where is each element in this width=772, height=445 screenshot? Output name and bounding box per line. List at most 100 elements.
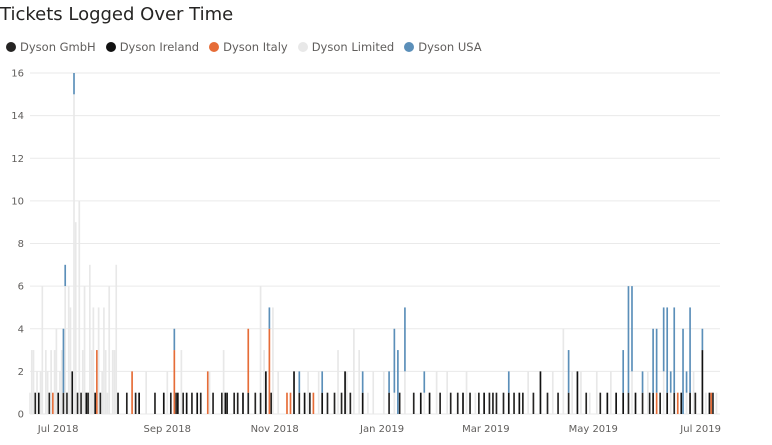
bar-dyson-limited[interactable] xyxy=(81,350,84,414)
bar-dyson-gmbh[interactable] xyxy=(492,392,494,414)
bar-dyson-limited[interactable] xyxy=(60,350,63,414)
bar-dyson-usa[interactable] xyxy=(397,350,399,414)
bar-dyson-usa[interactable] xyxy=(689,307,691,393)
bar-dyson-ireland[interactable] xyxy=(576,371,579,415)
bar-dyson-limited[interactable] xyxy=(103,307,105,414)
bar-dyson-limited[interactable] xyxy=(307,371,309,415)
bar-dyson-limited[interactable] xyxy=(669,392,672,414)
bar-dyson-gmbh[interactable] xyxy=(439,392,441,414)
bar-dyson-limited[interactable] xyxy=(263,350,265,414)
bar-dyson-limited[interactable] xyxy=(166,371,169,415)
bar-dyson-italy[interactable] xyxy=(655,392,658,414)
bar-dyson-usa[interactable] xyxy=(662,307,665,372)
bar-dyson-limited[interactable] xyxy=(277,371,280,415)
bar-dyson-italy[interactable] xyxy=(206,371,209,415)
bar-dyson-limited[interactable] xyxy=(272,307,274,414)
bar-dyson-limited[interactable] xyxy=(685,392,688,414)
legend-item-dyson-ireland[interactable]: Dyson Ireland xyxy=(105,40,199,54)
bar-dyson-italy[interactable] xyxy=(676,392,679,414)
bar-dyson-ireland[interactable] xyxy=(293,371,295,415)
bar-dyson-limited[interactable] xyxy=(705,392,707,414)
bar-dyson-limited[interactable] xyxy=(692,371,695,415)
bar-dyson-limited[interactable] xyxy=(106,392,109,414)
bar-dyson-usa[interactable] xyxy=(404,307,406,372)
bar-dyson-ireland[interactable] xyxy=(303,392,306,414)
bar-dyson-gmbh[interactable] xyxy=(199,392,202,414)
bar-dyson-limited[interactable] xyxy=(50,350,52,414)
bar-dyson-gmbh[interactable] xyxy=(585,392,588,414)
bar-dyson-usa[interactable] xyxy=(321,371,324,393)
bar-dyson-usa[interactable] xyxy=(507,371,510,393)
bar-dyson-usa[interactable] xyxy=(627,286,630,393)
bar-dyson-limited[interactable] xyxy=(208,371,211,415)
bar-dyson-usa[interactable] xyxy=(682,328,684,414)
bar-dyson-ireland[interactable] xyxy=(57,392,59,414)
bar-dyson-gmbh[interactable] xyxy=(87,392,89,414)
bar-dyson-ireland[interactable] xyxy=(321,392,324,414)
bar-dyson-gmbh[interactable] xyxy=(125,392,128,414)
bar-dyson-gmbh[interactable] xyxy=(154,392,156,414)
bar-dyson-ireland[interactable] xyxy=(162,392,165,414)
bar-dyson-limited[interactable] xyxy=(337,350,339,414)
bar-dyson-gmbh[interactable] xyxy=(62,392,65,414)
bar-dyson-gmbh[interactable] xyxy=(694,392,697,414)
bar-dyson-limited[interactable] xyxy=(372,371,375,415)
bar-dyson-ireland[interactable] xyxy=(242,392,244,414)
bar-dyson-limited[interactable] xyxy=(435,371,438,415)
bar-dyson-usa[interactable] xyxy=(298,371,301,393)
bar-dyson-usa[interactable] xyxy=(685,371,688,393)
bar-dyson-gmbh[interactable] xyxy=(175,392,177,414)
bar-dyson-usa[interactable] xyxy=(652,328,654,393)
bar-dyson-ireland[interactable] xyxy=(138,392,140,414)
bar-dyson-usa[interactable] xyxy=(173,328,176,351)
bar-dyson-ireland[interactable] xyxy=(701,350,704,414)
bar-dyson-limited[interactable] xyxy=(446,371,448,415)
bar-dyson-gmbh[interactable] xyxy=(254,392,257,414)
bar-dyson-limited[interactable] xyxy=(393,392,396,414)
bar-dyson-ireland[interactable] xyxy=(419,392,422,414)
bar-dyson-limited[interactable] xyxy=(662,371,665,415)
bar-dyson-usa[interactable] xyxy=(361,371,364,393)
bar-dyson-ireland[interactable] xyxy=(361,392,364,414)
bar-dyson-italy[interactable] xyxy=(52,392,54,414)
bar-dyson-ireland[interactable] xyxy=(606,392,609,414)
bar-dyson-ireland[interactable] xyxy=(615,392,617,414)
bar-dyson-ireland[interactable] xyxy=(344,371,346,415)
bar-dyson-ireland[interactable] xyxy=(428,392,431,414)
bar-dyson-limited[interactable] xyxy=(41,286,44,415)
bar-dyson-gmbh[interactable] xyxy=(469,392,471,414)
bar-dyson-italy[interactable] xyxy=(131,371,133,415)
bar-dyson-limited[interactable] xyxy=(610,371,612,415)
bar-dyson-usa[interactable] xyxy=(669,371,672,393)
bar-dyson-limited[interactable] xyxy=(108,286,111,415)
bar-dyson-gmbh[interactable] xyxy=(398,392,401,414)
bar-dyson-gmbh[interactable] xyxy=(449,392,452,414)
bar-dyson-limited[interactable] xyxy=(59,371,61,415)
bar-dyson-gmbh[interactable] xyxy=(236,392,239,414)
bar-dyson-ireland[interactable] xyxy=(518,392,521,414)
bar-dyson-limited[interactable] xyxy=(32,350,35,414)
bar-dyson-limited[interactable] xyxy=(55,328,58,414)
bar-dyson-italy[interactable] xyxy=(173,350,176,414)
bar-dyson-limited[interactable] xyxy=(115,264,118,414)
bar-dyson-limited[interactable] xyxy=(45,350,47,414)
bar-dyson-gmbh[interactable] xyxy=(546,392,549,414)
bar-dyson-limited[interactable] xyxy=(101,371,103,415)
bar-dyson-limited[interactable] xyxy=(647,371,649,415)
bar-dyson-gmbh[interactable] xyxy=(221,392,223,414)
bar-dyson-ireland[interactable] xyxy=(85,392,88,414)
bar-dyson-limited[interactable] xyxy=(317,371,320,415)
bar-dyson-gmbh[interactable] xyxy=(648,392,651,414)
bar-dyson-limited[interactable] xyxy=(527,371,529,415)
bar-dyson-ireland[interactable] xyxy=(689,392,691,414)
bar-dyson-limited[interactable] xyxy=(89,264,91,414)
bar-dyson-limited[interactable] xyxy=(358,350,360,414)
bar-dyson-usa[interactable] xyxy=(673,307,676,393)
bar-dyson-limited[interactable] xyxy=(90,350,93,414)
bar-dyson-usa[interactable] xyxy=(655,328,658,393)
bar-dyson-limited[interactable] xyxy=(67,286,70,415)
legend-item-dyson-gmbh[interactable]: Dyson GmbH xyxy=(6,40,96,54)
bar-dyson-limited[interactable] xyxy=(69,307,72,414)
bar-dyson-gmbh[interactable] xyxy=(309,392,311,414)
bar-dyson-gmbh[interactable] xyxy=(513,392,515,414)
